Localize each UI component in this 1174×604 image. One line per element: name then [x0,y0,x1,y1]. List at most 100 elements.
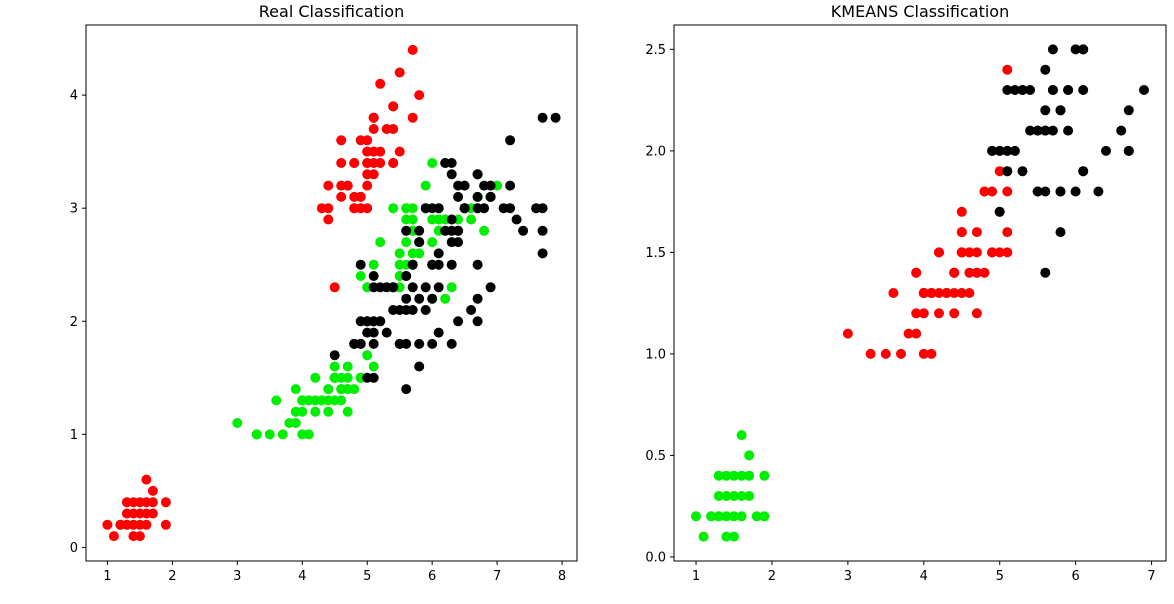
data-point [994,166,1005,177]
x-tick-label: 7 [493,569,501,584]
real-classification-panel: 1 2 3 4 5 6 7 8 0 1 2 3 4 Real Classification [70,2,578,584]
data-point [446,225,457,236]
data-point [446,237,457,248]
data-point [394,259,405,270]
data-point [911,328,922,339]
data-point [1040,186,1051,197]
data-point [108,531,119,542]
data-point [721,491,732,501]
data-point [414,237,425,248]
data-point [1123,105,1134,116]
data-point [394,146,405,157]
data-point [414,361,425,372]
data-point [368,361,379,372]
data-point [453,316,464,327]
data-point [949,288,960,298]
data-point [1002,64,1013,75]
data-point [362,350,373,361]
data-point [1047,85,1058,95]
data-point [691,511,701,522]
data-point [349,203,360,214]
data-point [729,491,739,501]
data-point [329,372,340,383]
data-point [368,158,379,168]
data-point [479,225,490,236]
data-point [1040,125,1051,136]
data-point [1040,267,1051,278]
kmeans-classification-panel: 1 2 3 4 5 6 7 0.0 0.5 1.0 1.5 2.0 2.5 KMEANS Classifi… [645,2,1167,584]
x-tick-label: 4 [920,569,928,584]
data-point [329,350,340,361]
data-point [160,519,171,530]
data-point [1040,64,1051,75]
x-tick-label: 8 [558,569,566,584]
data-point [918,308,929,319]
x-tick-label: 1 [103,569,111,584]
data-point [964,288,975,298]
data-point [744,491,755,501]
data-point [446,214,457,225]
x-tick-label: 3 [844,569,852,584]
data-point [1017,166,1028,177]
data-point [427,214,438,225]
data-point [401,271,412,281]
data-point [362,180,373,191]
data-point [336,158,347,168]
data-point [1063,125,1074,136]
data-point [729,470,739,481]
data-point [918,288,929,298]
data-point [736,491,747,501]
x-tick-label: 6 [1072,569,1080,584]
data-point [310,406,321,417]
data-point [427,338,438,349]
data-point [303,395,314,406]
data-point [141,497,152,508]
data-point [407,203,418,214]
data-point [926,288,937,298]
data-point [1032,125,1043,136]
data-point [926,348,937,359]
series-black [987,44,1149,278]
data-point [401,293,412,304]
data-point [736,430,747,441]
data-point [979,186,990,197]
data-point [368,124,379,134]
data-point [736,470,747,481]
data-point [729,531,739,542]
x-tick-label: 5 [996,569,1004,584]
data-point [323,203,334,214]
data-point [381,124,392,134]
data-point [414,248,425,259]
data-point [842,328,853,339]
series-black [329,112,561,395]
data-point [1093,186,1104,197]
data-point [342,361,353,372]
data-point [713,491,724,501]
data-point [407,259,418,270]
data-point [420,180,431,191]
data-point [729,511,739,522]
series-green [232,158,503,440]
data-point [147,485,158,496]
data-point [941,288,952,298]
x-tick-label: 2 [168,569,176,584]
data-point [329,361,340,372]
data-point [323,180,334,191]
data-point [903,328,914,339]
chart-title: KMEANS Classification [831,2,1009,21]
data-point [472,293,483,304]
data-point [956,227,967,238]
data-point [518,225,529,236]
data-point [888,288,899,298]
data-point [537,203,548,214]
data-point [453,180,464,191]
chart-title: Real Classification [259,2,404,21]
data-point [472,316,483,327]
data-point [440,158,451,168]
data-point [1063,85,1074,95]
y-tick-label: 2.0 [645,144,666,159]
data-point [1078,166,1089,177]
data-point [1017,85,1028,95]
data-point [1002,166,1013,177]
data-point [1070,44,1081,55]
